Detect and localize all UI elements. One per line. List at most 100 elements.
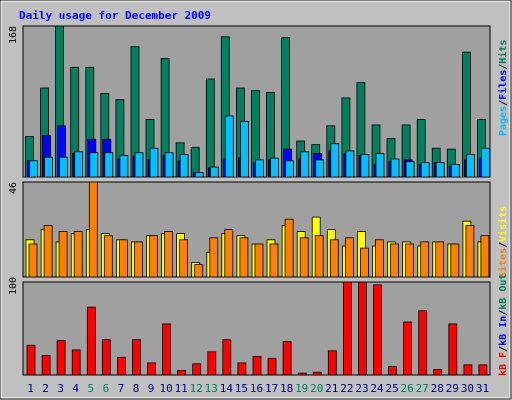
pages-bar-day-9 xyxy=(149,147,159,178)
kb-bar-day-2 xyxy=(41,355,51,376)
hits-bar-day-13 xyxy=(205,78,215,178)
legend-pages: Pages xyxy=(498,106,509,136)
legend-sep-1: / xyxy=(498,100,509,106)
day-label-31: 31 xyxy=(476,382,489,395)
legend-files: Files xyxy=(497,70,509,100)
kb-bar-day-11 xyxy=(177,369,187,376)
pages-bar-day-1 xyxy=(29,160,38,178)
kb-bar-day-12 xyxy=(192,363,202,376)
day-label-16: 16 xyxy=(250,382,263,395)
sites-bar-day-2 xyxy=(43,224,53,278)
pages-bar-day-30 xyxy=(465,154,475,178)
visits-legend: Sites/Visits xyxy=(497,206,509,278)
sites-bar-day-5 xyxy=(88,181,98,278)
kb-panel xyxy=(22,281,491,376)
kb-bar-day-31 xyxy=(478,364,488,376)
sites-bar-day-16 xyxy=(254,243,264,278)
kb-bar-day-26 xyxy=(403,321,413,376)
day-label-28: 28 xyxy=(431,382,444,395)
day-label-29: 29 xyxy=(446,382,459,395)
legend-sites: Sites xyxy=(497,248,509,278)
sites-bar-day-1 xyxy=(28,243,38,278)
day-label-18: 18 xyxy=(280,382,293,395)
sites-bar-day-28 xyxy=(435,241,445,278)
sites-bar-day-24 xyxy=(375,239,384,278)
chart-title: Daily usage for December 2009 xyxy=(19,9,211,22)
day-label-6: 6 xyxy=(103,382,110,395)
day-label-15: 15 xyxy=(235,382,248,395)
day-label-12: 12 xyxy=(190,382,203,395)
kb-bar-day-16 xyxy=(252,355,262,376)
sites-bar-day-21 xyxy=(329,239,339,278)
sites-bar-day-25 xyxy=(390,243,399,278)
pages-bar-day-14 xyxy=(224,115,234,178)
sites-bar-day-15 xyxy=(239,237,249,278)
day-label-3: 3 xyxy=(57,382,64,395)
kb-ymax-label: 100 xyxy=(8,277,19,295)
pages-bar-day-20 xyxy=(315,159,325,178)
pages-bar-day-13 xyxy=(209,166,219,178)
pages-bar-day-16 xyxy=(255,159,264,178)
pages-bar-day-2 xyxy=(44,156,53,178)
sites-bar-day-12 xyxy=(194,264,204,278)
kb-bar-day-3 xyxy=(56,340,66,376)
pages-bar-day-28 xyxy=(435,162,445,178)
kb-bar-day-19 xyxy=(297,372,307,376)
kb-bar-day-20 xyxy=(312,371,322,376)
pages-bar-day-11 xyxy=(179,154,189,178)
kb-bar-day-29 xyxy=(448,323,458,376)
sites-bar-day-18 xyxy=(284,218,294,278)
legend-visits: Visits xyxy=(497,206,509,242)
visits-panel xyxy=(22,181,491,278)
kb-bar-day-15 xyxy=(237,362,247,376)
legend-kb-out: kB Out xyxy=(498,274,509,310)
legend-sep-5: / xyxy=(498,310,509,316)
kb-bar-day-17 xyxy=(267,357,277,376)
day-label-30: 30 xyxy=(461,382,474,395)
pages-bar-day-17 xyxy=(270,157,279,178)
kb-bar-day-10 xyxy=(162,323,172,376)
day-label-23: 23 xyxy=(355,382,368,395)
legend-sep-4: / xyxy=(498,346,509,352)
sites-bar-day-20 xyxy=(314,235,324,278)
day-label-1: 1 xyxy=(27,382,34,395)
day-label-13: 13 xyxy=(205,382,218,395)
pages-bar-day-15 xyxy=(239,120,249,178)
sites-bar-day-17 xyxy=(269,243,279,278)
kb-bar-day-22 xyxy=(342,281,352,376)
sites-bar-day-22 xyxy=(344,237,354,278)
pages-bar-day-24 xyxy=(375,153,385,178)
pages-bar-day-5 xyxy=(89,152,99,178)
day-label-10: 10 xyxy=(159,382,172,395)
pages-bar-day-26 xyxy=(405,161,415,178)
legend-sep-3: / xyxy=(498,242,509,248)
day-label-22: 22 xyxy=(340,382,353,395)
legend-kb-f: kB F xyxy=(498,352,509,376)
kb-bar-day-6 xyxy=(101,339,111,376)
sites-bar-day-31 xyxy=(480,235,490,278)
day-label-26: 26 xyxy=(400,382,413,395)
pages-bar-day-10 xyxy=(164,152,174,178)
sites-bar-day-29 xyxy=(450,243,460,278)
pages-bar-day-23 xyxy=(360,154,370,178)
kb-legend: kB F/kB In/kB Out xyxy=(498,274,509,376)
pages-bar-day-6 xyxy=(104,152,114,178)
kb-bar-day-18 xyxy=(282,341,292,376)
day-label-21: 21 xyxy=(325,382,338,395)
kb-bar-day-9 xyxy=(147,362,156,376)
pages-bar-day-3 xyxy=(59,156,68,178)
day-label-27: 27 xyxy=(416,382,429,395)
kb-bar-day-21 xyxy=(327,350,337,376)
hits-ymax-label: 168 xyxy=(8,26,19,44)
sites-bar-day-3 xyxy=(58,231,68,278)
kb-bar-day-25 xyxy=(388,366,397,376)
sites-bar-day-13 xyxy=(209,237,219,278)
kb-bar-day-30 xyxy=(463,364,473,376)
sites-bar-day-6 xyxy=(103,235,113,278)
day-label-14: 14 xyxy=(220,382,234,395)
pages-bar-day-7 xyxy=(119,154,129,178)
day-label-9: 9 xyxy=(148,382,155,395)
